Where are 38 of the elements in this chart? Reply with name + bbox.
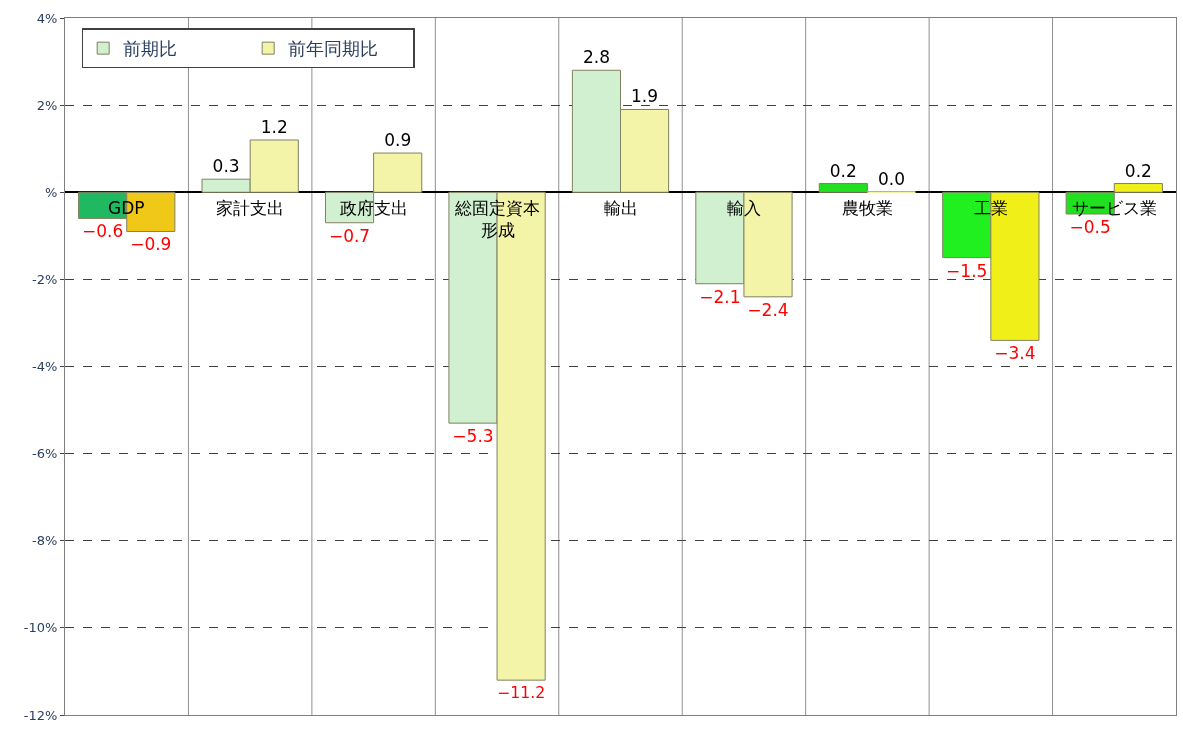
data-label: 1.2 <box>260 116 288 137</box>
y-tick-label: -8% <box>32 533 58 549</box>
data-label: −1.5 <box>946 260 988 281</box>
data-label: 0.3 <box>212 156 240 177</box>
y-tick-label: -10% <box>23 620 58 636</box>
x-tick-label: 工業 <box>974 198 1008 218</box>
data-label: −0.9 <box>130 234 172 255</box>
y-tick-label: -2% <box>32 271 58 287</box>
data-label: 0.9 <box>384 130 412 151</box>
data-label: 0.0 <box>877 169 905 190</box>
x-tick-label: 政府支出 <box>340 198 408 218</box>
data-label: −0.6 <box>82 221 124 242</box>
y-tick-label: 2% <box>36 97 58 113</box>
x-tick-label: GDP <box>108 198 145 218</box>
data-label: 2.8 <box>582 47 610 68</box>
data-label: 0.2 <box>1124 160 1152 181</box>
legend-label: 前期比 <box>123 38 178 60</box>
y-tick-label: -4% <box>32 359 58 375</box>
data-label: −11.2 <box>497 682 546 702</box>
data-label: −3.4 <box>994 343 1036 364</box>
data-label: −2.4 <box>747 299 789 320</box>
x-tick-label: 輸入 <box>727 198 761 218</box>
y-tick-label: 4% <box>36 10 58 26</box>
y-tick-label: -12% <box>23 707 58 723</box>
data-label: −5.3 <box>452 426 494 447</box>
data-label: 0.2 <box>829 160 857 181</box>
data-label: −0.7 <box>328 225 371 246</box>
legend-label: 前年同期比 <box>288 38 379 60</box>
y-tick-label: -6% <box>32 446 58 462</box>
data-label: −2.1 <box>699 286 741 307</box>
x-tick-label: 総固定資本形成 <box>454 198 540 241</box>
x-tick-label: 農牧業 <box>842 198 893 218</box>
bar <box>818 183 868 193</box>
data-label: −0.5 <box>1069 217 1111 238</box>
data-label: 1.9 <box>631 86 659 107</box>
x-tick-label: 家計支出 <box>216 198 284 218</box>
x-tick-label: 輸出 <box>604 198 638 218</box>
y-tick-label: % <box>45 184 58 200</box>
